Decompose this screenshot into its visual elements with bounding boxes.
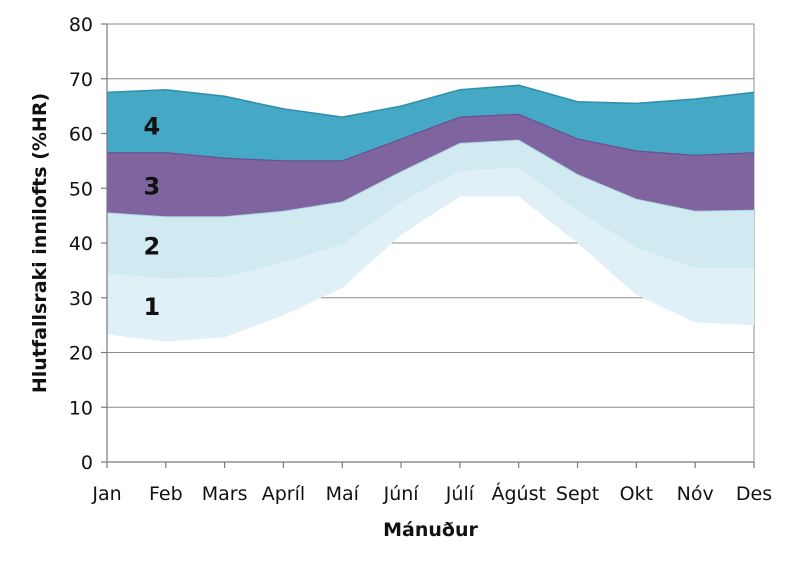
x-tick-label-8: Sept <box>556 483 599 505</box>
x-axis-title: Mánuður <box>383 519 478 541</box>
x-tick-label-2: Mars <box>202 483 248 505</box>
x-tick-label-5: Júní <box>383 483 420 505</box>
x-tick-label-3: Apríl <box>262 483 305 505</box>
y-tick-label-50: 50 <box>69 178 93 200</box>
x-tick-label-11: Des <box>736 483 772 505</box>
x-tick-label-0: Jan <box>91 483 121 505</box>
band-4-top-line <box>106 84 755 118</box>
y-tick-label-70: 70 <box>69 69 93 91</box>
x-tick-label-6: Júlí <box>445 483 475 505</box>
axes: 0 10 20 30 40 50 60 70 80 Jan Feb Mars Apríl Maí Júní J… <box>69 14 772 505</box>
y-tick-label-40: 40 <box>69 233 93 255</box>
y-tick-label-10: 10 <box>69 397 93 419</box>
band-3-top-line <box>107 113 755 162</box>
band-label-2: 2 <box>143 233 160 261</box>
x-tick-label-4: Maí <box>326 483 360 505</box>
stacked-bands <box>106 84 755 342</box>
band-label-4: 4 <box>143 112 160 140</box>
y-tick-label-20: 20 <box>69 343 93 365</box>
band-2-top-line <box>106 139 755 218</box>
band-labels: 1 2 3 4 <box>143 112 160 321</box>
x-tick-label-10: Nóv <box>677 483 714 505</box>
band-3-area <box>107 114 754 217</box>
band-1-inner-area <box>107 140 754 279</box>
y-axis-title: Hlutfallsraki innilofts (%HR) <box>29 93 51 393</box>
y-tick-label-0: 0 <box>81 452 93 474</box>
x-tick-label-9: Okt <box>620 483 653 505</box>
x-tick-label-1: Feb <box>149 483 183 505</box>
y-tick-label-30: 30 <box>69 288 93 310</box>
band-label-1: 1 <box>143 293 160 321</box>
y-tick-label-80: 80 <box>69 14 93 36</box>
x-tick-label-7: Ágúst <box>492 482 546 505</box>
band-label-3: 3 <box>143 173 160 201</box>
y-tick-label-60: 60 <box>69 124 93 146</box>
